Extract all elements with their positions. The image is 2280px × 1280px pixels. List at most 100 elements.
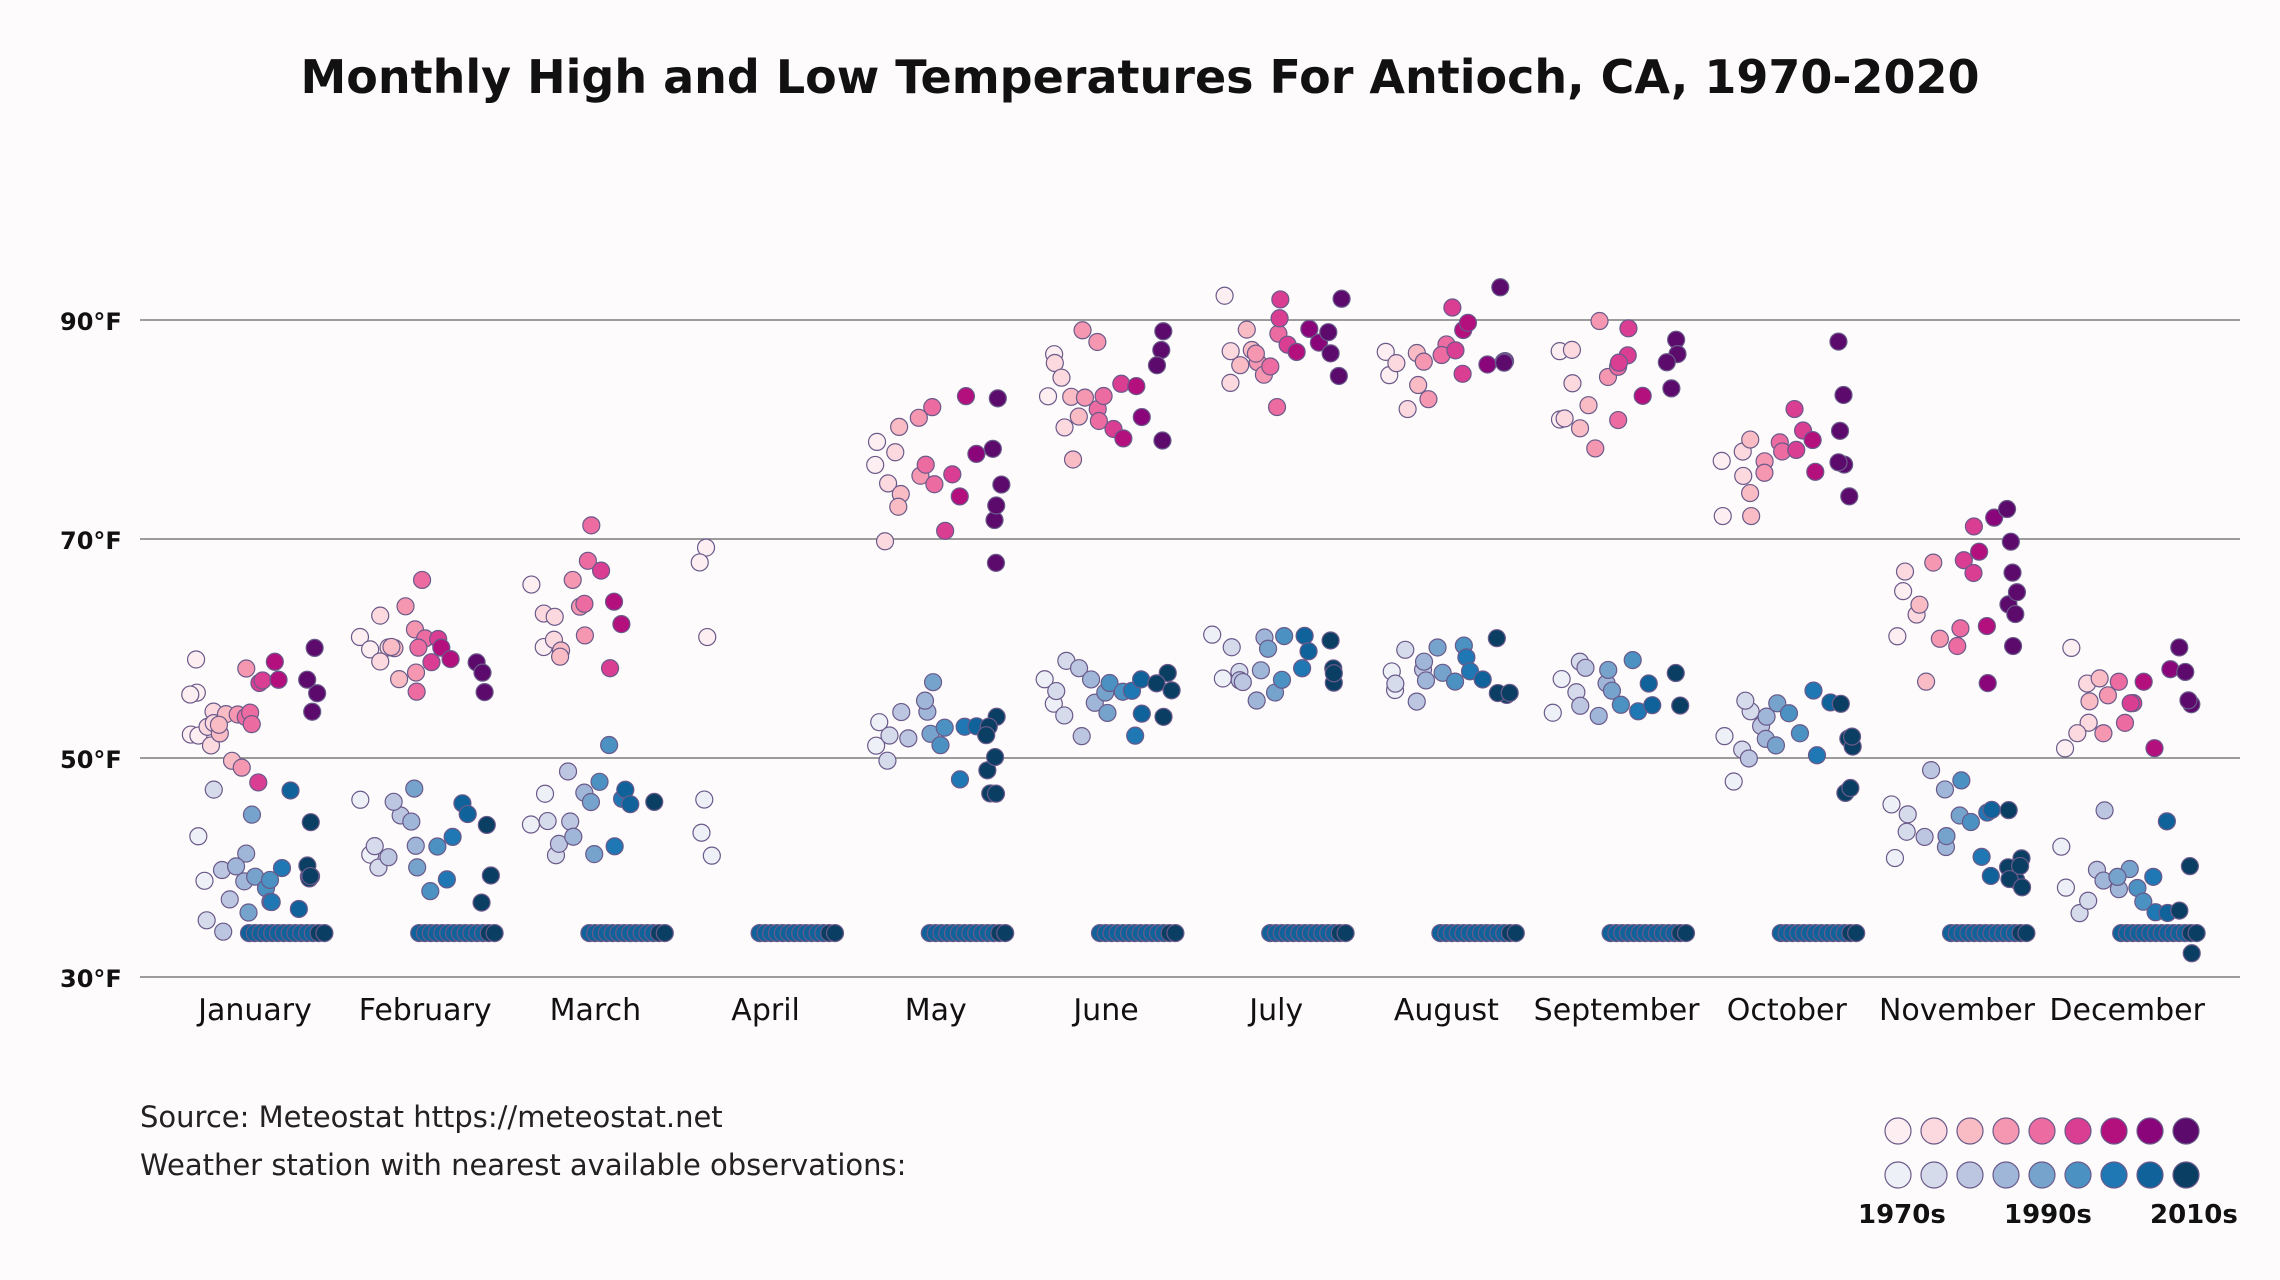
low-temp-point — [564, 827, 583, 846]
high-temp-point — [1075, 388, 1095, 407]
low-temp-point — [1841, 778, 1860, 798]
chart-title: Monthly High and Low Temperatures For An… — [300, 50, 1980, 104]
high-temp-point — [1261, 357, 1280, 376]
low-temp-point — [1790, 724, 1810, 743]
high-temp-point — [575, 626, 594, 645]
low-temp-point — [1804, 681, 1823, 700]
low-temp-point — [1386, 674, 1405, 693]
low-temp-point — [1982, 800, 2001, 819]
x-tick-label: October — [1727, 993, 1848, 1028]
high-temp-point — [308, 684, 327, 703]
high-temp-point — [1446, 341, 1465, 360]
record-low-marker — [315, 923, 334, 943]
low-temp-point — [1807, 746, 1827, 765]
low-temp-point — [1739, 749, 1758, 768]
high-temp-point — [986, 553, 1006, 572]
x-tick-label: March — [550, 993, 641, 1028]
low-temp-point — [1885, 848, 1905, 868]
record-low-marker — [655, 923, 674, 943]
record-low-marker — [2017, 923, 2036, 943]
low-temp-point — [272, 858, 292, 878]
high-temp-point — [1997, 499, 2017, 519]
low-temp-point — [1047, 681, 1066, 701]
low-temp-point — [189, 827, 208, 846]
high-temp-point — [1609, 410, 1628, 430]
high-temp-point — [1153, 431, 1172, 450]
high-temp-point — [1246, 344, 1265, 363]
high-temp-point — [422, 653, 441, 672]
high-temp-point — [2179, 691, 2198, 710]
low-temp-point — [195, 871, 214, 890]
legend — [1884, 1117, 2200, 1189]
high-temp-point — [1221, 373, 1240, 392]
low-temp-point — [1952, 771, 1971, 790]
high-temp-point — [582, 516, 601, 535]
legend-high-swatch — [1956, 1117, 1984, 1145]
x-tick-label: April — [731, 993, 800, 1028]
low-temp-point — [695, 790, 714, 809]
high-temp-point — [909, 408, 928, 427]
low-temp-point — [549, 834, 569, 853]
high-temp-point — [867, 432, 887, 451]
y-tick-label: 90°F — [60, 308, 122, 336]
low-temp-point — [899, 729, 918, 748]
low-temp-point — [605, 837, 624, 856]
high-temp-point — [1055, 418, 1074, 437]
low-temp-point — [878, 751, 897, 770]
high-temp-point — [1152, 340, 1171, 360]
legend-low-swatch — [1920, 1161, 1948, 1189]
high-temp-point — [1038, 387, 1058, 406]
low-temp-point — [1299, 642, 1318, 661]
high-temp-point — [1215, 286, 1234, 305]
high-temp-point — [1147, 356, 1167, 375]
high-temp-point — [1221, 342, 1240, 361]
high-temp-point — [371, 652, 390, 671]
high-temp-point — [1458, 313, 1478, 332]
high-temp-point — [923, 398, 942, 417]
low-temp-point — [2180, 857, 2200, 876]
high-temp-point — [1609, 353, 1629, 372]
low-temp-point — [2056, 878, 2076, 897]
low-temp-point — [406, 836, 425, 855]
high-temp-point — [983, 439, 1002, 458]
high-temp-point — [2098, 686, 2118, 705]
source-note: Source: Meteostat https://meteostat.net — [140, 1100, 723, 1134]
y-tick-label: 70°F — [60, 527, 122, 555]
legend-high-swatch — [2136, 1117, 2164, 1145]
low-temp-point — [1293, 659, 1312, 678]
high-temp-point — [1713, 506, 1732, 526]
low-temp-point — [880, 726, 899, 745]
high-temp-point — [1414, 352, 1433, 371]
high-temp-point — [249, 773, 268, 792]
low-temp-point — [1724, 772, 1743, 791]
low-temp-point — [1433, 663, 1452, 682]
high-temp-point — [1271, 290, 1290, 309]
legend-low-swatch — [2172, 1161, 2200, 1189]
high-temp-point — [371, 606, 390, 625]
low-temp-point — [220, 890, 239, 909]
low-temp-point — [237, 844, 256, 863]
high-temp-point — [1840, 487, 1859, 506]
high-temp-point — [1894, 582, 1913, 601]
high-temp-point — [360, 640, 380, 659]
high-temp-point — [382, 637, 401, 657]
low-temp-point — [443, 827, 462, 846]
low-temp-point — [1736, 691, 1755, 710]
legend-high-swatch — [1920, 1117, 1948, 1145]
low-temp-point — [289, 899, 308, 919]
record-low-marker — [825, 923, 845, 943]
low-temp-point — [600, 735, 619, 755]
high-temp-point — [412, 570, 432, 590]
low-temp-point — [1233, 672, 1252, 692]
low-temp-point — [935, 718, 954, 737]
high-temp-point — [1063, 450, 1083, 469]
y-tick-label: 30°F — [60, 965, 122, 993]
low-temp-point — [915, 691, 935, 710]
high-temp-point — [1978, 674, 1997, 693]
high-temp-point — [1270, 309, 1289, 328]
low-temp-point — [1416, 671, 1436, 690]
high-temp-point — [1954, 551, 1973, 570]
high-temp-point — [878, 474, 898, 493]
low-temp-point — [1147, 674, 1166, 693]
high-temp-point — [269, 670, 288, 689]
